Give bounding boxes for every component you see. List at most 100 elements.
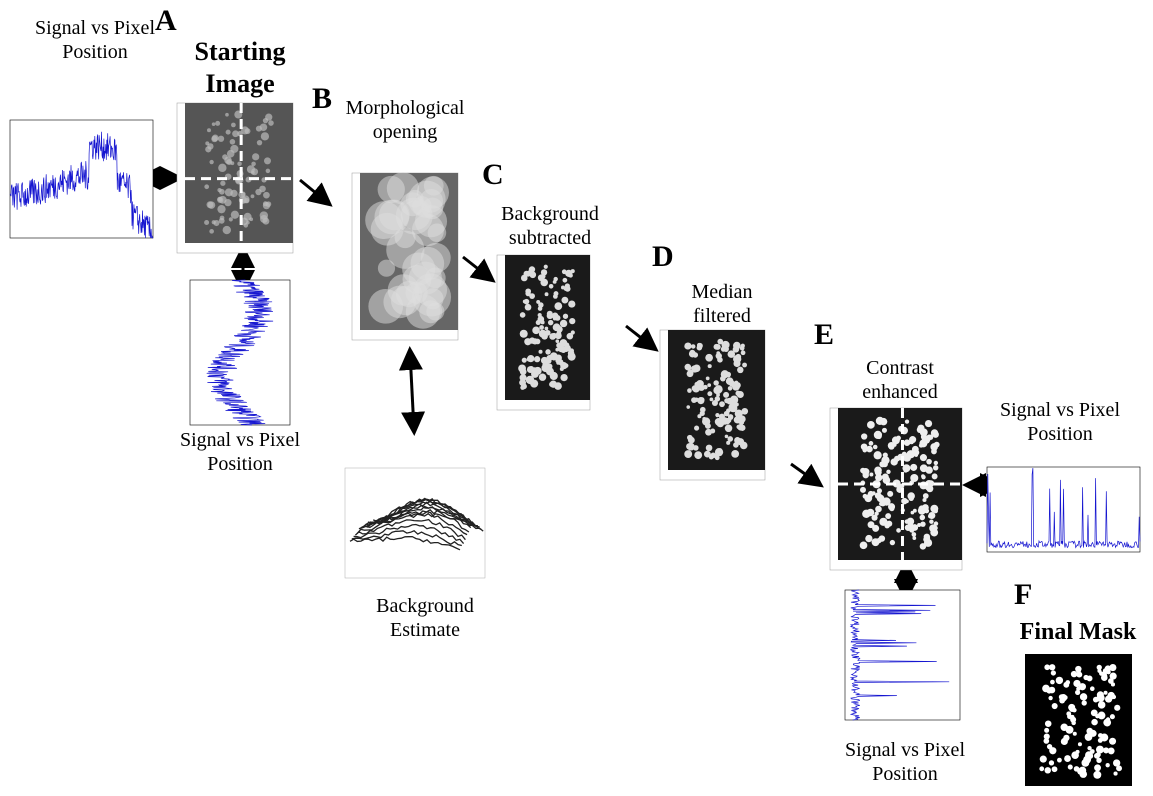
blob [926,459,932,465]
blob [869,473,873,477]
blob [742,363,747,368]
blob [225,113,229,117]
blob [263,202,270,209]
blob [538,302,543,307]
blob [548,320,553,325]
blob [685,343,692,350]
blob [260,123,268,131]
blob [913,509,917,513]
blob [862,468,870,476]
blob [564,345,571,352]
blob [534,367,542,375]
blob [539,350,543,354]
blob [874,451,882,459]
blob [924,534,930,540]
blob [244,223,249,228]
blob [934,461,938,465]
blob [726,377,734,385]
profile-label: Signal vs Pixel Position [985,398,1135,446]
blob [400,192,424,216]
panel-title: Background subtracted [495,202,605,250]
blob [689,350,695,356]
blob [920,516,924,520]
blob [532,327,540,335]
blob [529,271,536,278]
blob [553,294,558,299]
panel-title: Morphological opening [330,96,480,144]
blob [925,420,932,427]
blob [933,509,938,514]
blob [887,491,893,497]
blob [865,535,872,542]
blob [873,445,878,450]
blob [930,529,938,537]
panel-title: Contrast enhanced [850,356,950,404]
blob [905,441,910,446]
blob [549,382,554,387]
blob [563,314,568,319]
blob [230,139,236,145]
blob [712,400,718,406]
blob [261,132,269,140]
panel-title: Median filtered [672,280,772,328]
blob [737,425,741,429]
blob [731,450,739,458]
blob [223,226,231,234]
blob [723,346,729,352]
blob [545,292,549,296]
blob [716,393,720,397]
blob [702,417,710,425]
blob [876,538,881,543]
mask-blob [1066,711,1071,716]
blob [723,392,729,398]
mask-blob [1052,766,1058,772]
blob [868,521,875,528]
blob [565,270,572,277]
blob [230,145,238,153]
blob [694,426,699,431]
blob [524,338,531,345]
blob [217,197,222,202]
blob [693,445,699,451]
blob [710,429,715,434]
blob [697,345,702,350]
blob [204,220,209,225]
blob [920,521,925,526]
blob [545,349,550,354]
blob [520,368,527,375]
blob [866,446,873,453]
blob [884,523,889,528]
mask-blob [1110,714,1115,719]
blob [217,205,225,213]
blob [907,518,914,525]
blob [209,160,213,164]
blob [700,397,705,402]
blob [882,428,887,433]
blob [525,291,530,296]
blob [237,161,242,166]
blob [903,468,908,473]
blob [265,114,272,121]
profile-label: Signal vs Pixel Position [825,738,985,786]
mask-blob [1111,682,1115,686]
blob [715,448,723,456]
blob [220,181,225,186]
blob [729,404,737,412]
blob [569,318,575,324]
blob [687,388,692,393]
mask-blob [1056,677,1063,684]
mask-blob [1103,674,1107,678]
mask-blob [1096,758,1101,763]
blob [877,495,885,503]
blob [913,449,919,455]
mask-blob [1109,738,1116,745]
blob [231,211,239,219]
mask-blob [1074,766,1080,772]
blob [555,339,559,343]
mask-blob [1098,701,1106,709]
blob [741,350,746,355]
blob [691,344,695,348]
surface-frame [345,468,485,578]
blob [568,353,576,361]
blob [715,385,723,393]
